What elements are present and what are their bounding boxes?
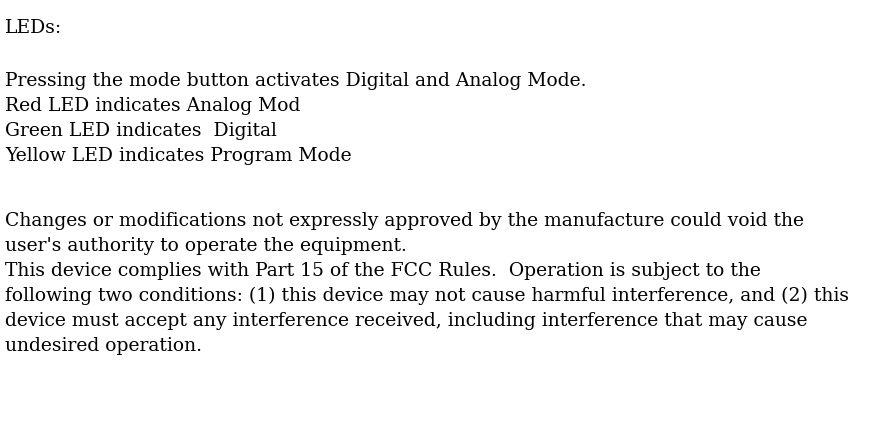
- Text: Red LED indicates Analog Mod: Red LED indicates Analog Mod: [5, 97, 300, 115]
- Text: following two conditions: (1) this device may not cause harmful interference, an: following two conditions: (1) this devic…: [5, 286, 849, 305]
- Text: Yellow LED indicates Program Mode: Yellow LED indicates Program Mode: [5, 147, 352, 164]
- Text: user's authority to operate the equipment.: user's authority to operate the equipmen…: [5, 236, 407, 254]
- Text: undesired operation.: undesired operation.: [5, 336, 202, 354]
- Text: Pressing the mode button activates Digital and Analog Mode.: Pressing the mode button activates Digit…: [5, 72, 586, 90]
- Text: Green LED indicates  Digital: Green LED indicates Digital: [5, 122, 277, 140]
- Text: Changes or modifications not expressly approved by the manufacture could void th: Changes or modifications not expressly a…: [5, 211, 804, 230]
- Text: LEDs:: LEDs:: [5, 19, 62, 37]
- Text: device must accept any interference received, including interference that may ca: device must accept any interference rece…: [5, 311, 807, 329]
- Text: This device complies with Part 15 of the FCC Rules.  Operation is subject to the: This device complies with Part 15 of the…: [5, 262, 761, 279]
